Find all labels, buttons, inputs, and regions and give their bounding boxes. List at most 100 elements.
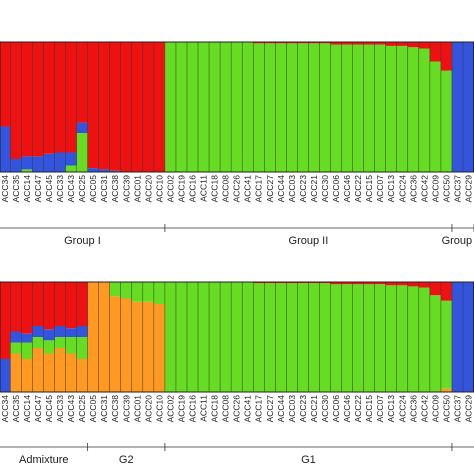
bar-segment xyxy=(76,122,88,133)
bar-segment xyxy=(352,44,364,172)
group-label: G1 xyxy=(301,454,316,466)
x-tick-label: ACC17 xyxy=(254,395,264,423)
bar-segment xyxy=(142,282,154,302)
bar-segment xyxy=(109,296,121,392)
bar-segment xyxy=(198,42,210,172)
x-tick-label: ACC09 xyxy=(430,175,440,203)
bar-segment xyxy=(220,282,232,392)
x-tick-label: ACC18 xyxy=(210,395,220,423)
x-tick-label: ACC09 xyxy=(430,395,440,423)
bar-segment xyxy=(297,282,309,284)
bar-segment xyxy=(330,284,342,392)
x-tick-label: ACC26 xyxy=(232,395,242,423)
bar-segment xyxy=(32,282,44,326)
bar-segment xyxy=(21,282,33,334)
bar-segment xyxy=(407,42,419,48)
x-tick-label: ACC37 xyxy=(452,395,462,423)
x-tick-label: ACC11 xyxy=(199,395,209,422)
bar-segment xyxy=(396,45,408,172)
x-tick-label: ACC45 xyxy=(44,395,54,423)
x-tick-label: ACC37 xyxy=(452,175,462,203)
x-tick-label: ACC46 xyxy=(342,395,352,423)
bar-segment xyxy=(153,282,165,304)
x-tick-label: ACC47 xyxy=(33,175,43,203)
bar-segment xyxy=(275,283,287,392)
bar-segment xyxy=(164,282,176,392)
bar-segment xyxy=(308,282,320,284)
x-tick-label: ACC29 xyxy=(464,395,474,423)
bar-segment xyxy=(451,282,463,392)
bar-segment xyxy=(65,353,77,392)
bar-segment xyxy=(220,42,232,172)
x-tick-label: ACC20 xyxy=(143,395,153,423)
bar-segment xyxy=(253,283,265,392)
x-tick-label: ACC31 xyxy=(99,175,109,203)
bar-segment xyxy=(109,42,121,171)
bar-segment xyxy=(396,285,408,392)
x-tick-label: ACC15 xyxy=(364,395,374,423)
x-tick-label: ACC14 xyxy=(22,395,32,423)
group-label: Group II xyxy=(289,235,329,247)
x-tick-label: ACC22 xyxy=(353,175,363,203)
bar-segment xyxy=(374,282,386,285)
bar-segment xyxy=(76,337,88,359)
x-tick-label: ACC36 xyxy=(408,395,418,423)
x-tick-label: ACC08 xyxy=(221,175,231,203)
bar-segment xyxy=(131,282,143,302)
x-tick-label: ACC17 xyxy=(254,175,264,203)
bar-segment xyxy=(10,42,22,159)
x-tick-label: ACC26 xyxy=(232,175,242,203)
bar-segment xyxy=(429,282,441,296)
bar-segment xyxy=(275,43,287,172)
x-tick-label: ACC39 xyxy=(121,395,131,423)
bar-segment xyxy=(319,42,331,44)
bar-segment xyxy=(32,42,44,157)
bar-segment xyxy=(43,329,55,341)
bar-segment xyxy=(319,43,331,172)
bar-segment xyxy=(363,44,375,172)
bar-segment xyxy=(109,170,121,172)
x-tick-label: ACC30 xyxy=(320,395,330,423)
bar-segment xyxy=(374,284,386,392)
bar-segment xyxy=(352,282,364,285)
bar-segment xyxy=(209,282,221,392)
group-label: G2 xyxy=(119,454,134,466)
bar-segment xyxy=(253,282,265,284)
x-tick-label: ACC34 xyxy=(0,395,10,423)
bar-segment xyxy=(407,47,419,173)
bar-segment xyxy=(153,42,165,172)
bar-segment xyxy=(76,359,88,392)
bar-segment xyxy=(418,287,430,392)
x-tick-label: ACC23 xyxy=(298,395,308,423)
bar-segment xyxy=(65,42,77,153)
bar-segment xyxy=(43,340,55,354)
bar-segment xyxy=(363,284,375,392)
bar-segment xyxy=(440,42,452,71)
bar-segment xyxy=(297,42,309,44)
bar-segment xyxy=(396,282,408,286)
x-tick-label: ACC23 xyxy=(298,175,308,203)
bar-segment xyxy=(209,42,221,172)
bar-segment xyxy=(153,304,165,392)
x-tick-label: ACC15 xyxy=(364,175,374,203)
x-tick-label: ACC46 xyxy=(342,175,352,203)
bar-segment xyxy=(186,42,199,172)
bar-segment xyxy=(407,286,419,392)
bar-segment xyxy=(429,61,441,172)
bar-segment xyxy=(341,42,353,45)
bar-segment xyxy=(54,348,66,392)
bar-segment xyxy=(76,133,88,172)
bar-segment xyxy=(451,42,463,172)
x-tick-label: ACC34 xyxy=(0,175,10,203)
bar-segment xyxy=(319,282,331,284)
bar-segment xyxy=(418,282,430,288)
bar-segment xyxy=(142,301,154,392)
bar-segment xyxy=(43,42,55,154)
bar-segment xyxy=(98,42,110,170)
x-tick-label: ACC05 xyxy=(88,175,98,203)
bar-segment xyxy=(65,165,77,172)
bar-segment xyxy=(21,42,33,157)
bar-segment xyxy=(440,388,452,392)
x-tick-label: ACC05 xyxy=(88,395,98,423)
